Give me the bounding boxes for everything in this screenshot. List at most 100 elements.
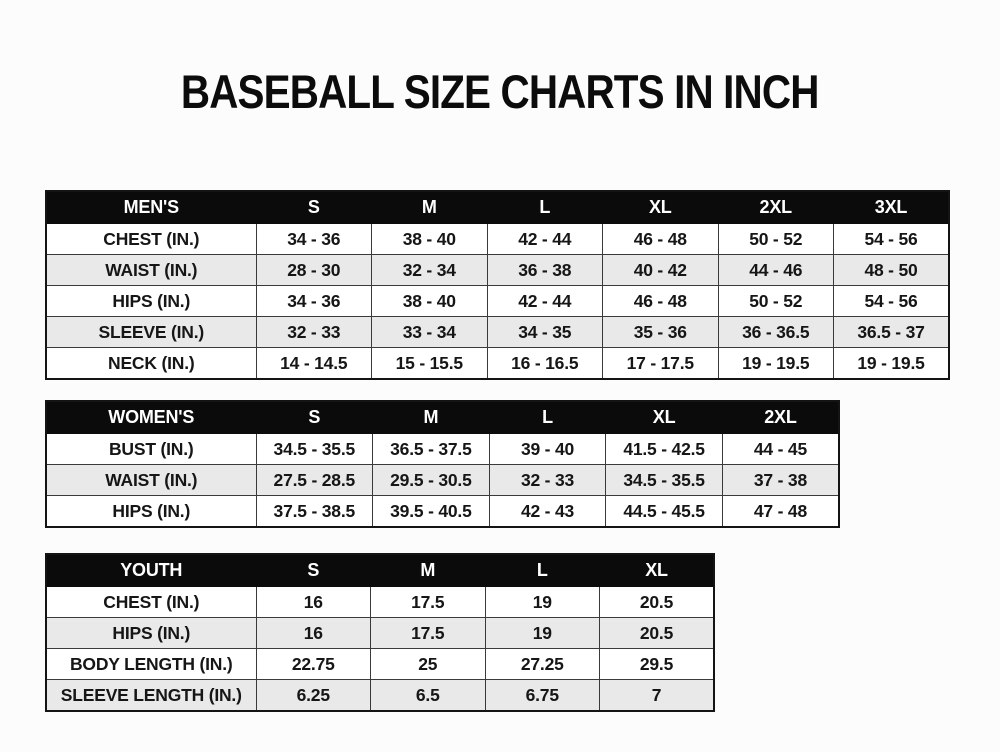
size-cell: 44.5 - 45.5 (605, 495, 723, 528)
size-cell: 44 - 45 (721, 433, 840, 465)
size-cell: 42 - 44 (486, 285, 603, 317)
size-cell: 34 - 35 (486, 316, 603, 348)
mens-col-header-l: L (486, 190, 603, 224)
size-cell: 19 - 19.5 (717, 347, 834, 380)
size-cell: 32 - 33 (255, 316, 372, 348)
womens-table-title: WOMEN'S (45, 400, 257, 434)
size-cell: 37.5 - 38.5 (255, 495, 374, 528)
size-cell: 54 - 56 (833, 285, 950, 317)
size-cell: 6.75 (484, 679, 600, 712)
size-cell: 36.5 - 37.5 (372, 433, 490, 465)
youth-col-header-s: S (255, 553, 371, 587)
row-label: CHEST (IN.) (45, 586, 257, 618)
size-cell: 14 - 14.5 (255, 347, 372, 380)
table-row: CHEST (IN.) 34 - 36 38 - 40 42 - 44 46 - 48 5… (45, 223, 950, 255)
size-cell: 27.25 (484, 648, 600, 680)
womens-size-table: WOMEN'S S M L XL 2XL BUST (IN.) 34.5 - 35.5 36.5… (45, 400, 840, 528)
table-row: BODY LENGTH (IN.) 22.75 25 27.25 29.5 (45, 648, 715, 680)
table-row: CHEST (IN.) 16 17.5 19 20.5 (45, 586, 715, 618)
size-cell: 6.5 (370, 679, 486, 712)
youth-col-header-xl: XL (599, 553, 715, 587)
size-cell: 36.5 - 37 (833, 316, 950, 348)
youth-table-title: YOUTH (45, 553, 257, 587)
row-label: BODY LENGTH (IN.) (45, 648, 257, 680)
row-label: CHEST (IN.) (45, 223, 257, 255)
row-label: HIPS (IN.) (45, 495, 257, 528)
mens-size-table: MEN'S S M L XL 2XL 3XL CHEST (IN.) 34 - 36 38 - 4… (45, 190, 950, 380)
size-cell: 19 (484, 617, 600, 649)
size-cell: 34 - 36 (255, 285, 372, 317)
row-label: SLEEVE LENGTH (IN.) (45, 679, 257, 712)
womens-header-row: WOMEN'S S M L XL 2XL (45, 400, 840, 434)
size-cell: 40 - 42 (602, 254, 719, 286)
size-cell: 38 - 40 (371, 285, 488, 317)
size-cell: 37 - 38 (721, 464, 840, 496)
size-cell: 17 - 17.5 (602, 347, 719, 380)
womens-size-table-container: WOMEN'S S M L XL 2XL BUST (IN.) 34.5 - 35.5 36.5… (45, 400, 840, 528)
title-bar: BASEBALL SIZE CHARTS IN INCH (0, 64, 1000, 119)
mens-col-header-3xl: 3XL (833, 190, 950, 224)
size-cell: 15 - 15.5 (371, 347, 488, 380)
row-label: BUST (IN.) (45, 433, 257, 465)
size-cell: 44 - 46 (717, 254, 834, 286)
size-cell: 33 - 34 (371, 316, 488, 348)
mens-col-header-m: M (371, 190, 488, 224)
size-cell: 16 (255, 617, 371, 649)
womens-col-header-l: L (488, 400, 607, 434)
size-cell: 25 (370, 648, 486, 680)
mens-col-header-s: S (255, 190, 372, 224)
womens-col-header-xl: XL (605, 400, 723, 434)
size-cell: 20.5 (599, 586, 715, 618)
row-label: NECK (IN.) (45, 347, 257, 380)
size-cell: 41.5 - 42.5 (605, 433, 723, 465)
size-cell: 47 - 48 (721, 495, 840, 528)
womens-col-header-m: M (372, 400, 490, 434)
womens-col-header-s: S (255, 400, 374, 434)
page-title: BASEBALL SIZE CHARTS IN INCH (181, 65, 820, 118)
size-cell: 39 - 40 (488, 433, 607, 465)
size-cell: 34.5 - 35.5 (255, 433, 374, 465)
size-cell: 7 (599, 679, 715, 712)
table-row: NECK (IN.) 14 - 14.5 15 - 15.5 16 - 16.5 17 … (45, 347, 950, 380)
size-cell: 38 - 40 (371, 223, 488, 255)
size-cell: 32 - 34 (371, 254, 488, 286)
row-label: HIPS (IN.) (45, 285, 257, 317)
size-cell: 36 - 38 (486, 254, 603, 286)
table-row: HIPS (IN.) 16 17.5 19 20.5 (45, 617, 715, 649)
row-label: SLEEVE (IN.) (45, 316, 257, 348)
size-cell: 20.5 (599, 617, 715, 649)
size-cell: 17.5 (370, 617, 486, 649)
youth-size-table-container: YOUTH S M L XL CHEST (IN.) 16 17.5 19 20.5 HIPS (I… (45, 553, 715, 712)
size-cell: 42 - 44 (486, 223, 603, 255)
table-row: SLEEVE (IN.) 32 - 33 33 - 34 34 - 35 35 - 36… (45, 316, 950, 348)
size-cell: 50 - 52 (717, 223, 834, 255)
size-cell: 36 - 36.5 (717, 316, 834, 348)
table-row: SLEEVE LENGTH (IN.) 6.25 6.5 6.75 7 (45, 679, 715, 712)
youth-col-header-m: M (370, 553, 486, 587)
size-cell: 19 - 19.5 (833, 347, 950, 380)
size-cell: 35 - 36 (602, 316, 719, 348)
size-cell: 29.5 (599, 648, 715, 680)
youth-col-header-l: L (484, 553, 600, 587)
size-cell: 50 - 52 (717, 285, 834, 317)
youth-size-table: YOUTH S M L XL CHEST (IN.) 16 17.5 19 20.5 HIPS (I… (45, 553, 715, 712)
row-label: WAIST (IN.) (45, 464, 257, 496)
table-row: WAIST (IN.) 28 - 30 32 - 34 36 - 38 40 - 42 4… (45, 254, 950, 286)
size-cell: 27.5 - 28.5 (255, 464, 374, 496)
size-cell: 16 - 16.5 (486, 347, 603, 380)
size-cell: 28 - 30 (255, 254, 372, 286)
size-cell: 48 - 50 (833, 254, 950, 286)
table-row: HIPS (IN.) 34 - 36 38 - 40 42 - 44 46 - 48 50… (45, 285, 950, 317)
size-cell: 32 - 33 (488, 464, 607, 496)
size-cell: 29.5 - 30.5 (372, 464, 490, 496)
row-label: WAIST (IN.) (45, 254, 257, 286)
size-cell: 16 (255, 586, 371, 618)
mens-col-header-xl: XL (602, 190, 719, 224)
size-cell: 39.5 - 40.5 (372, 495, 490, 528)
table-row: BUST (IN.) 34.5 - 35.5 36.5 - 37.5 39 - 40 4… (45, 433, 840, 465)
size-cell: 22.75 (255, 648, 371, 680)
mens-header-row: MEN'S S M L XL 2XL 3XL (45, 190, 950, 224)
mens-col-header-2xl: 2XL (717, 190, 834, 224)
size-cell: 6.25 (255, 679, 371, 712)
